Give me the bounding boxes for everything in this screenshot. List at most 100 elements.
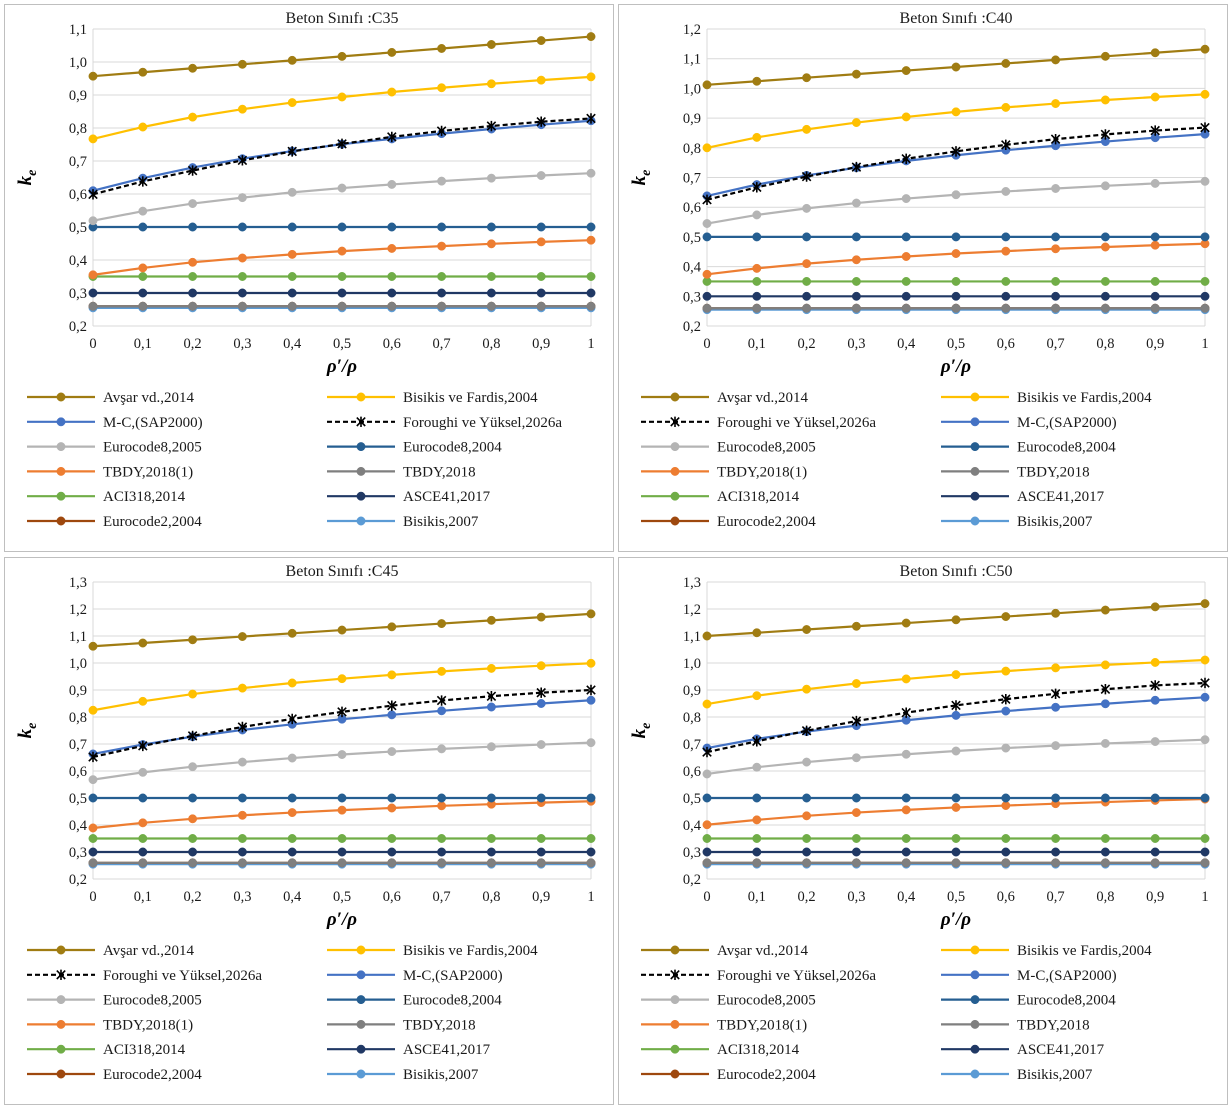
data-point xyxy=(88,71,98,81)
data-point xyxy=(486,663,496,673)
data-point xyxy=(237,757,247,767)
data-point xyxy=(1200,44,1210,54)
data-point xyxy=(188,814,198,824)
legend-label: ACI318,2014 xyxy=(103,1042,186,1058)
data-point xyxy=(586,222,596,232)
legend-item: M-C,(SAP2000) xyxy=(327,968,503,984)
data-point xyxy=(802,291,812,301)
data-point xyxy=(536,847,546,857)
y-tick-label: 0,3 xyxy=(683,845,701,861)
legend-swatch-marker xyxy=(970,417,980,427)
data-point xyxy=(951,793,961,803)
data-point xyxy=(1200,847,1210,857)
data-point xyxy=(188,635,198,645)
data-point xyxy=(287,187,297,197)
legend-swatch-marker xyxy=(56,516,66,526)
legend-item: ACI318,2014 xyxy=(641,489,800,505)
legend-label: Eurocode8,2005 xyxy=(103,993,202,1009)
data-point xyxy=(586,288,596,298)
data-point xyxy=(1001,743,1011,753)
legend-label: TBDY,2018 xyxy=(1017,1017,1090,1033)
data-point xyxy=(486,288,496,298)
data-point xyxy=(951,62,961,72)
series-bisikis-ve-fardis-2004 xyxy=(88,72,596,144)
data-point xyxy=(387,700,397,711)
data-point xyxy=(237,253,247,263)
data-point xyxy=(387,793,397,803)
chart-title: Beton Sınıfı :C45 xyxy=(286,563,399,580)
x-tick-label: 0,3 xyxy=(847,889,865,905)
series-foroughi-ve-y-ksel-2026a xyxy=(88,113,596,200)
legend-label: Eurocode8,2004 xyxy=(1017,993,1116,1009)
data-point xyxy=(702,291,712,301)
series-eurocode8-2004 xyxy=(702,232,1210,242)
data-point xyxy=(337,706,347,718)
series-eurocode8-2005 xyxy=(702,176,1210,228)
data-point xyxy=(901,277,911,286)
data-point xyxy=(1001,801,1011,811)
data-point xyxy=(752,793,762,803)
data-point xyxy=(337,805,347,815)
legend-item: ASCE41,2017 xyxy=(941,1042,1105,1058)
legend-label: Bisikis,2007 xyxy=(403,514,479,530)
data-point xyxy=(437,706,447,716)
data-point xyxy=(188,793,198,803)
data-point xyxy=(901,66,911,76)
legend-item: Eurocode2,2004 xyxy=(641,514,816,530)
y-tick-label: 0,6 xyxy=(683,200,701,216)
data-point xyxy=(802,858,812,868)
series-eurocode8-2004 xyxy=(88,793,596,803)
series-line xyxy=(92,239,592,276)
series-asce41-2017 xyxy=(88,847,596,857)
series-line xyxy=(706,242,1206,276)
y-tick-label: 1,3 xyxy=(683,575,701,591)
data-point xyxy=(287,858,297,868)
data-point xyxy=(1150,695,1160,705)
data-point xyxy=(802,834,812,843)
data-point xyxy=(586,695,596,705)
legend-item: Bisikis ve Fardis,2004 xyxy=(941,943,1152,959)
data-point xyxy=(1100,181,1110,191)
data-point xyxy=(951,249,961,258)
legend-item: Eurocode8,2004 xyxy=(327,993,502,1009)
data-point xyxy=(1100,242,1110,252)
data-point xyxy=(437,176,447,186)
legend-label: Eurocode8,2005 xyxy=(717,993,816,1009)
data-point xyxy=(287,847,297,857)
legend-item: Eurocode2,2004 xyxy=(641,1067,816,1083)
data-point xyxy=(752,628,762,638)
data-point xyxy=(486,793,496,803)
legend-swatch-marker xyxy=(356,466,366,476)
y-axis-label: ke xyxy=(629,170,654,186)
legend-item: Avşar vd.,2014 xyxy=(641,390,808,406)
data-point xyxy=(387,803,397,813)
legend-label: Bisikis ve Fardis,2004 xyxy=(403,943,538,959)
data-point xyxy=(88,301,98,311)
data-point xyxy=(237,632,247,641)
series-line xyxy=(92,688,592,759)
y-tick-label: 0,4 xyxy=(69,818,88,834)
data-point xyxy=(1150,48,1160,58)
data-point xyxy=(138,793,148,803)
data-point xyxy=(138,858,148,868)
data-point xyxy=(337,246,347,256)
y-tick-label: 1,0 xyxy=(69,55,87,71)
data-point xyxy=(752,291,762,301)
chart-c50: Beton Sınıfı :C50 0,2 0,3 0,4 0,5 0,6 0,7 0,8 0,… xyxy=(629,563,1210,1083)
data-point xyxy=(536,75,546,85)
legend-label: Avşar vd.,2014 xyxy=(717,943,808,959)
chart-panel-c50: Beton Sınıfı :C50 0,2 0,3 0,4 0,5 0,6 0,7 0,8 0,… xyxy=(618,557,1228,1105)
series-line xyxy=(92,75,592,140)
data-point xyxy=(1150,658,1160,667)
data-point xyxy=(901,805,911,815)
data-point xyxy=(1001,706,1011,716)
data-point xyxy=(901,303,911,313)
data-point xyxy=(901,858,911,868)
data-point xyxy=(337,301,347,311)
y-tick-label: 0,6 xyxy=(69,764,87,780)
data-point xyxy=(387,747,397,757)
data-point xyxy=(752,762,762,772)
series-eurocode8-2005 xyxy=(702,735,1210,779)
legend-label: Avşar vd.,2014 xyxy=(717,390,808,406)
legend-item: Eurocode8,2004 xyxy=(941,440,1116,456)
